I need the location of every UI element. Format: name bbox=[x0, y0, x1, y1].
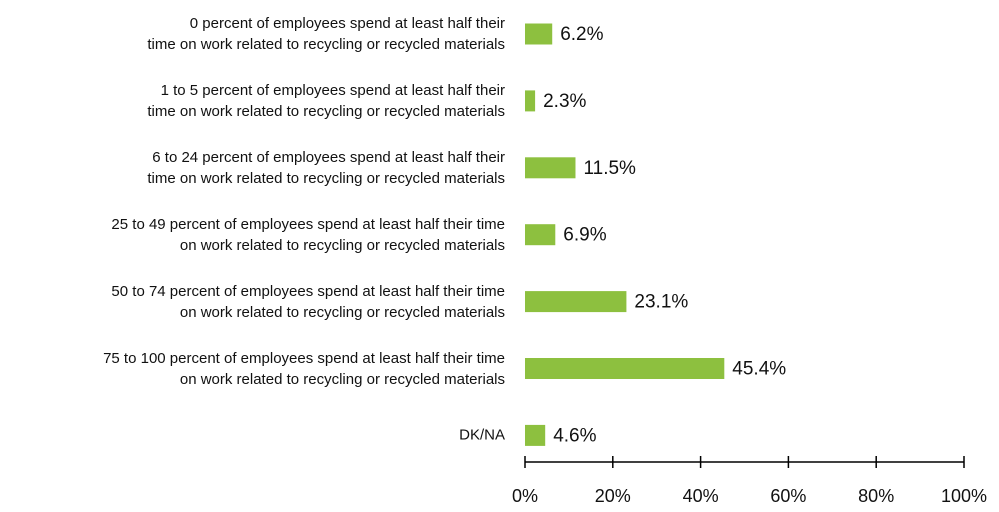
value-label: 6.9% bbox=[563, 225, 606, 246]
category-label: 0 percent of employees spend at least ha… bbox=[147, 15, 505, 53]
category-label: DK/NA bbox=[459, 426, 505, 444]
bar bbox=[525, 224, 556, 246]
value-label: 4.6% bbox=[553, 425, 596, 446]
x-tick-label: 20% bbox=[595, 486, 631, 506]
category-label: 6 to 24 percent of employees spend at le… bbox=[147, 148, 505, 187]
bar bbox=[525, 90, 536, 112]
bar bbox=[525, 424, 546, 446]
x-tick-label: 100% bbox=[941, 486, 987, 506]
category-label: 1 to 5 percent of employees spend at lea… bbox=[147, 81, 505, 120]
value-label: 11.5% bbox=[583, 158, 636, 179]
x-tick-label: 80% bbox=[858, 486, 894, 506]
value-label: 2.3% bbox=[543, 91, 586, 112]
value-label: 23.1% bbox=[634, 292, 688, 313]
x-tick-label: 0% bbox=[512, 486, 538, 506]
value-label: 6.2% bbox=[560, 24, 603, 45]
bar bbox=[525, 157, 576, 179]
bar bbox=[525, 358, 725, 379]
category-label: 50 to 74 percent of employees spend at l… bbox=[111, 282, 505, 321]
x-tick-label: 60% bbox=[770, 486, 806, 506]
value-label: 45.4% bbox=[732, 359, 786, 380]
category-label: 25 to 49 percent of employees spend at l… bbox=[111, 215, 505, 254]
bar bbox=[525, 23, 553, 45]
bar bbox=[525, 291, 627, 313]
x-tick-label: 40% bbox=[683, 486, 719, 506]
category-label: 75 to 100 percent of employees spend at … bbox=[103, 349, 505, 388]
